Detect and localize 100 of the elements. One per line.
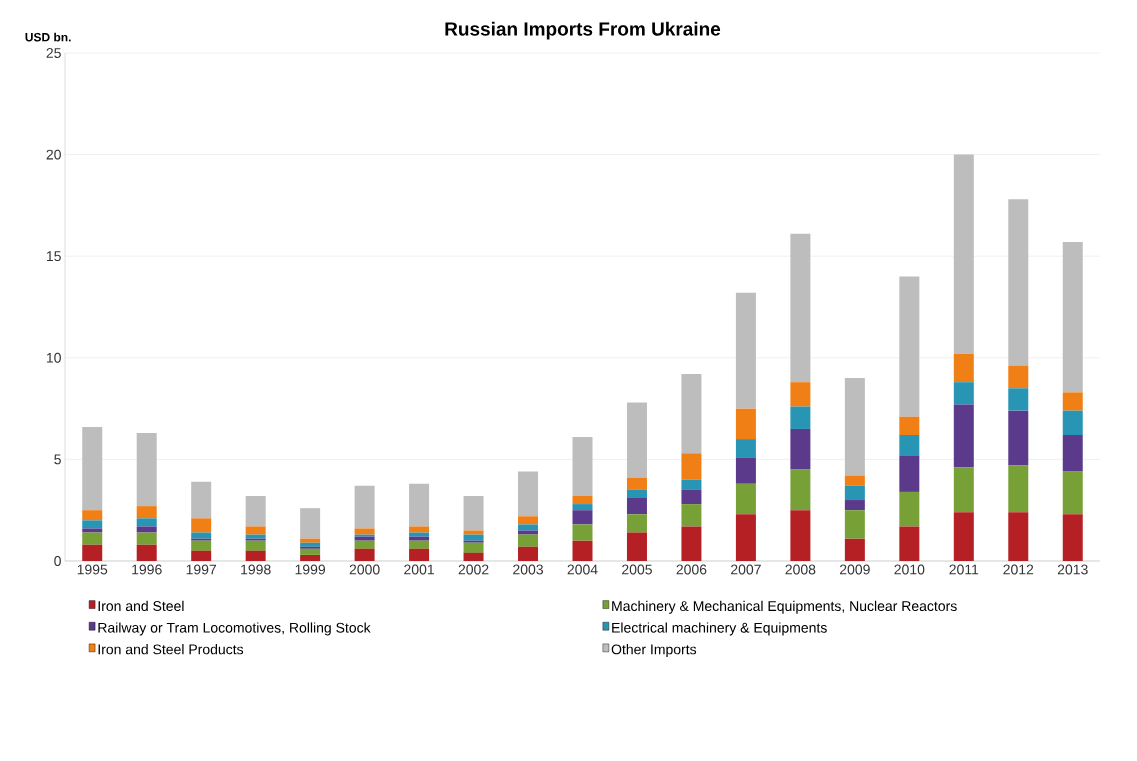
- bar: [626, 514, 647, 533]
- bar: [191, 532, 212, 539]
- x-tick-label: 2003: [513, 564, 543, 575]
- bar: [136, 432, 157, 507]
- bar: [844, 538, 865, 561]
- x-tick-label: 2007: [731, 564, 761, 575]
- bar: [518, 471, 539, 517]
- bar: [1062, 241, 1083, 393]
- bar: [572, 510, 593, 525]
- bar: [735, 439, 756, 458]
- chart-title: Russian Imports From Ukraine: [445, 21, 721, 40]
- bar: [191, 538, 212, 541]
- bar: [1008, 512, 1029, 561]
- bar: [136, 518, 157, 527]
- bar: [191, 540, 212, 551]
- bar: [790, 469, 811, 511]
- bar: [245, 550, 266, 561]
- bar: [953, 512, 974, 561]
- x-tick-label: 2002: [458, 564, 489, 575]
- bar: [1008, 365, 1029, 389]
- bar: [572, 437, 593, 496]
- bar: [1008, 465, 1029, 513]
- bar: [1008, 410, 1029, 466]
- bar: [82, 528, 103, 533]
- x-tick-label: 1999: [295, 564, 326, 575]
- bar: [409, 532, 430, 537]
- bar: [1008, 199, 1029, 366]
- bar: [354, 536, 375, 541]
- bar: [790, 428, 811, 470]
- y-tick-label: 0: [54, 556, 61, 566]
- y-tick-label: 15: [46, 251, 61, 262]
- bar: [681, 479, 702, 490]
- bar: [82, 520, 103, 529]
- bar: [899, 435, 920, 456]
- bar: [899, 416, 920, 436]
- bar: [518, 516, 539, 525]
- bar: [245, 534, 266, 539]
- bar: [844, 378, 865, 476]
- bar: [245, 540, 266, 551]
- bar: [953, 404, 974, 468]
- bar: [409, 548, 430, 561]
- legend-label: Iron and Steel: [98, 600, 184, 612]
- bar: [844, 485, 865, 501]
- legend-label: Electrical machinery & Equipments: [612, 622, 827, 636]
- bar: [136, 532, 157, 545]
- bar: [953, 467, 974, 513]
- bar: [409, 536, 430, 541]
- bar: [626, 498, 647, 515]
- bar: [572, 495, 593, 505]
- bar: [953, 353, 974, 383]
- bar: [518, 534, 539, 547]
- bar: [463, 540, 484, 543]
- legend-label: Machinery & Mechanical Equipments, Nuclear Reactors: [612, 600, 957, 614]
- bar: [1062, 471, 1083, 515]
- x-tick-label: 1997: [186, 564, 217, 575]
- bar: [463, 542, 484, 553]
- bar: [354, 485, 375, 529]
- bar: [82, 532, 103, 545]
- bar: [409, 483, 430, 527]
- bar: [136, 526, 157, 533]
- bar: [300, 548, 321, 555]
- bar: [245, 538, 266, 541]
- bar: [1062, 392, 1083, 411]
- bar: [409, 526, 430, 533]
- legend-label: Iron and Steel Products: [98, 644, 244, 655]
- bar: [1062, 514, 1083, 561]
- x-tick-label: 2006: [676, 564, 707, 575]
- bar: [82, 510, 103, 521]
- bar: [518, 524, 539, 531]
- bar: [136, 544, 157, 561]
- y-tick-label: 20: [46, 149, 61, 160]
- bar: [790, 233, 811, 383]
- bar: [300, 538, 321, 543]
- bar: [518, 530, 539, 535]
- bar: [626, 489, 647, 499]
- bar: [681, 374, 702, 454]
- bar: [518, 546, 539, 561]
- bar: [735, 457, 756, 484]
- x-tick-label: 1996: [132, 564, 162, 575]
- bar: [191, 518, 212, 533]
- x-tick-label: 2010: [894, 564, 925, 575]
- bar: [354, 534, 375, 537]
- x-tick-label: 2000: [349, 564, 380, 575]
- bar: [1008, 388, 1029, 411]
- y-tick-label: 5: [54, 454, 61, 465]
- bar: [82, 544, 103, 561]
- bar: [82, 426, 103, 511]
- legend-label: Other Imports: [611, 644, 697, 658]
- x-tick-label: 2005: [622, 564, 652, 575]
- bar: [245, 495, 266, 527]
- bar: [790, 382, 811, 407]
- bar: [191, 550, 212, 561]
- x-tick-label: 1995: [77, 564, 108, 575]
- bar: [409, 540, 430, 549]
- bar: [735, 514, 756, 561]
- bar: [844, 500, 865, 511]
- x-tick-label: 1998: [241, 564, 271, 575]
- bar: [899, 491, 920, 527]
- bar: [899, 455, 920, 492]
- bar: [136, 506, 157, 519]
